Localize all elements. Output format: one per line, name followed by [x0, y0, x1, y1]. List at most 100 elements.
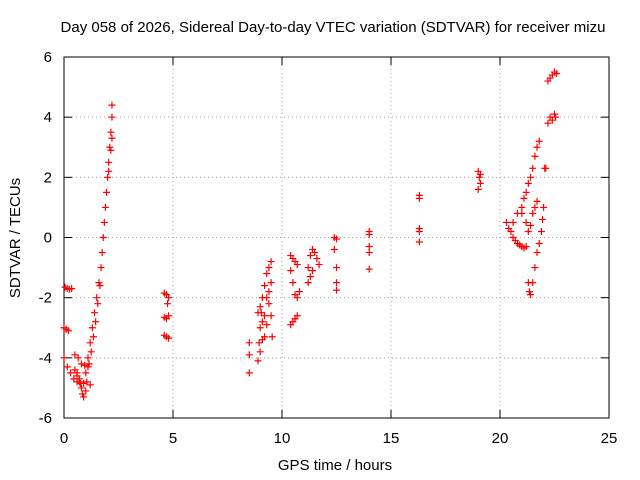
- data-point: [256, 348, 264, 356]
- data-point: [311, 249, 319, 257]
- data-point: [267, 312, 275, 320]
- data-point: [87, 348, 95, 356]
- axes: [63, 56, 610, 419]
- data-point: [105, 167, 113, 175]
- data-point: [518, 203, 526, 211]
- data-point: [520, 194, 528, 202]
- data-point: [365, 230, 373, 238]
- data-point: [263, 270, 271, 278]
- data-point: [165, 294, 173, 302]
- data-point: [476, 179, 484, 187]
- data-point: [415, 227, 423, 235]
- data-point: [537, 227, 545, 235]
- data-point: [103, 188, 111, 196]
- data-point: [107, 146, 115, 154]
- data-point: [81, 361, 89, 369]
- data-point: [84, 354, 92, 362]
- data-point: [85, 360, 93, 368]
- data-point: [261, 282, 269, 290]
- data-point: [553, 70, 561, 78]
- x-tick-label: 10: [274, 430, 291, 447]
- data-point: [74, 354, 82, 362]
- data-point: [333, 286, 340, 294]
- data-point: [101, 203, 109, 211]
- data-point: [96, 282, 104, 290]
- y-axis-label: SDTVAR / TECUs: [7, 178, 24, 298]
- data-point: [527, 173, 535, 181]
- data-point: [306, 273, 314, 281]
- data-point: [540, 203, 548, 211]
- data-point: [287, 267, 295, 275]
- data-point: [533, 143, 541, 151]
- data-point: [106, 143, 114, 151]
- data-point: [518, 209, 526, 217]
- data-point: [88, 324, 96, 332]
- x-tick-label: 25: [601, 430, 618, 447]
- data-point: [91, 309, 99, 317]
- data-point: [539, 215, 547, 223]
- data-point: [95, 279, 103, 287]
- data-point: [93, 294, 101, 302]
- y-tick-label: -2: [39, 290, 52, 307]
- data-point: [75, 378, 83, 386]
- data-point: [365, 249, 373, 257]
- data-point: [531, 152, 539, 160]
- data-point: [258, 318, 266, 326]
- data-point: [80, 379, 88, 387]
- data-point: [522, 188, 530, 196]
- data-point: [60, 354, 68, 362]
- data-point: [544, 119, 552, 127]
- data-point: [268, 333, 276, 341]
- data-point: [548, 116, 556, 124]
- data-point: [535, 137, 543, 145]
- data-point: [529, 279, 537, 287]
- x-tick-label: 0: [60, 430, 68, 447]
- data-point: [525, 288, 533, 296]
- data-point: [67, 369, 75, 377]
- data-point: [245, 351, 253, 359]
- data-point: [531, 203, 539, 211]
- data-point: [254, 309, 262, 317]
- chart-title: Day 058 of 2026, Sidereal Day-to-day VTE…: [61, 19, 606, 36]
- data-points: [60, 68, 561, 401]
- data-point: [164, 300, 172, 308]
- data-point: [533, 197, 541, 205]
- data-point: [100, 218, 108, 226]
- data-point: [522, 243, 530, 251]
- data-point: [99, 234, 107, 241]
- data-point: [333, 235, 340, 243]
- data-point: [474, 185, 482, 193]
- y-tick-label: -6: [39, 410, 52, 427]
- y-tick-label: 4: [44, 109, 52, 126]
- data-point: [330, 246, 338, 254]
- data-point: [295, 288, 303, 296]
- y-tick-label: 6: [44, 49, 52, 66]
- data-point: [89, 333, 97, 341]
- data-point: [509, 218, 517, 226]
- data-point: [315, 261, 323, 269]
- data-point: [265, 300, 273, 308]
- data-point: [80, 393, 88, 401]
- data-point: [265, 264, 273, 272]
- data-point: [475, 173, 483, 181]
- plot-frame: [63, 56, 610, 419]
- data-point: [77, 384, 85, 392]
- data-point: [503, 218, 511, 226]
- data-point: [105, 158, 113, 166]
- data-point: [258, 336, 266, 344]
- data-point: [256, 324, 264, 332]
- data-point: [63, 363, 71, 371]
- data-point: [542, 164, 550, 172]
- data-point: [82, 387, 90, 395]
- data-point: [97, 264, 105, 272]
- data-point: [92, 318, 100, 326]
- data-point: [533, 249, 541, 257]
- data-point: [98, 249, 106, 257]
- x-tick-label: 5: [169, 430, 177, 447]
- data-point: [84, 363, 92, 371]
- data-point: [79, 390, 87, 398]
- data-point: [263, 294, 271, 302]
- data-point: [108, 134, 116, 142]
- data-point: [531, 264, 539, 272]
- data-point: [82, 369, 90, 377]
